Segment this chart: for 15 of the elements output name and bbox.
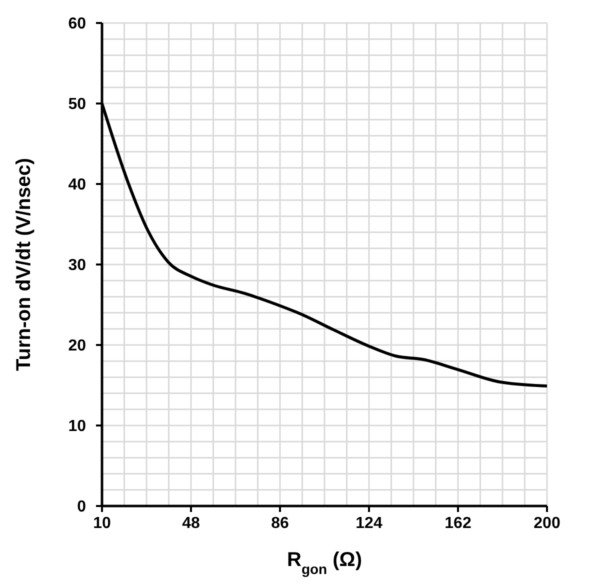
y-tick-label: 60 [68, 16, 86, 33]
y-tick-label: 10 [68, 418, 86, 436]
x-tick-label: 86 [271, 515, 289, 532]
x-axis-title: R$_{gon}$ (Ω) [286, 549, 362, 577]
x-tick-label: 200 [534, 515, 560, 532]
y-axis-title: Turn-on dV/dt (V/nsec) [13, 158, 35, 371]
y-tick-label: 20 [68, 338, 86, 355]
y-tick-label: 40 [68, 176, 86, 194]
y-tick-label: 30 [68, 257, 86, 274]
y-tick-label: 0 [77, 498, 86, 516]
x-tick-label: 48 [182, 515, 200, 532]
x-tick-label: 124 [356, 515, 382, 532]
x-tick-label: 10 [93, 515, 111, 532]
x-tick-label: 162 [444, 515, 472, 532]
y-tick-label: 50 [68, 96, 86, 114]
